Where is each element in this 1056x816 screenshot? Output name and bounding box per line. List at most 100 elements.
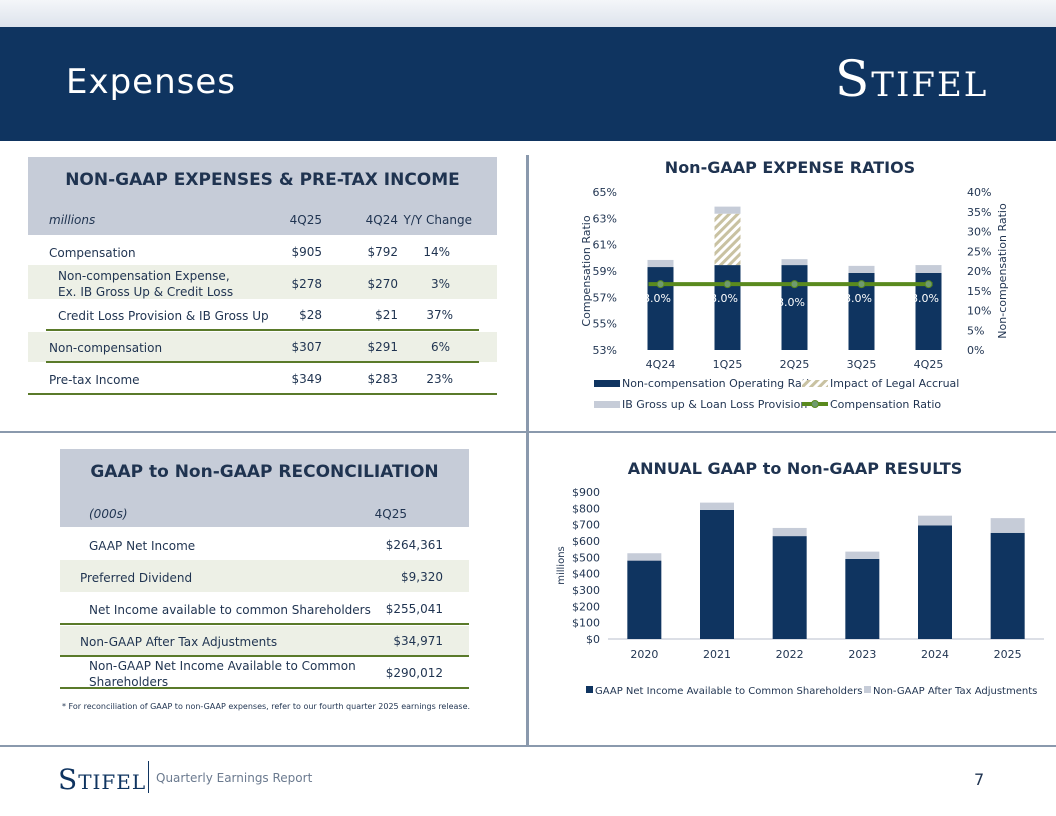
y-tick-label: $400 [572, 568, 600, 581]
bar-segment [845, 558, 880, 639]
comp-ratio-point [924, 280, 933, 289]
bar-segment [845, 551, 880, 559]
recon-subtotal-rule [60, 623, 469, 625]
footer-logo: STIFEL [58, 763, 146, 796]
expense-row-label: Compensation [49, 246, 136, 260]
data-label: 58.0% [904, 292, 939, 305]
legend-swatch [586, 686, 593, 693]
ratio-chart-title: Non-GAAP EXPENSE RATIOS [664, 158, 916, 177]
y-tick-label: $900 [572, 486, 600, 499]
vertical-divider [526, 155, 529, 745]
expense-cell: 6% [430, 340, 450, 354]
expense-cell: $278 [291, 277, 322, 291]
legend-label: Compensation Ratio [830, 398, 941, 411]
y-tick-label: $300 [572, 584, 600, 597]
bar-segment [918, 525, 952, 639]
bar-segment [714, 206, 741, 214]
x-tick-label: 2Q25 [780, 358, 810, 371]
recon-cell: $290,012 [385, 666, 443, 680]
bar-segment [647, 267, 674, 350]
data-label: 58.0% [636, 292, 671, 305]
y-tick-label: $200 [572, 600, 600, 613]
recon-total-rule [60, 655, 469, 657]
recon-row-label: Net Income available to common Sharehold… [89, 603, 371, 617]
bar-segment [990, 532, 1025, 639]
recon-row-label: GAAP Net Income [89, 539, 196, 553]
y2-tick-label: 0% [967, 344, 984, 357]
expense-cell: 37% [426, 308, 453, 322]
recon-unit-label: (000s) [89, 507, 128, 521]
comp-ratio-point [857, 280, 866, 289]
page-title: Expenses [66, 62, 236, 102]
recon-table-title: GAAP to Non-GAAP RECONCILIATION [90, 462, 439, 482]
footer-divider [0, 745, 1056, 747]
page-number: 7 [974, 770, 985, 789]
y2-tick-label: 5% [967, 324, 984, 337]
bar-segment [714, 213, 741, 266]
expense-row-label: Pre-tax Income [49, 373, 140, 387]
x-tick-label: 4Q24 [646, 358, 676, 371]
recon-col-4q25: 4Q25 [374, 507, 407, 521]
expense-row-bg [28, 265, 497, 299]
recon-row-label-line2: Shareholders [89, 675, 169, 689]
comp-ratio-point [656, 280, 665, 289]
data-label: 58.0% [703, 292, 738, 305]
expense-row-label-line2: Ex. IB Gross Up & Credit Loss [58, 285, 234, 299]
y-tick-label: 61% [593, 239, 617, 252]
recon-bottom-rule [60, 687, 469, 689]
data-label: 58.0% [770, 296, 805, 309]
bar-segment [700, 509, 734, 639]
footer-logo-cap: S [58, 763, 79, 796]
expense-table-header-bg [28, 157, 497, 235]
brand-logo-cap: S [835, 50, 872, 108]
bar-segment [990, 518, 1025, 533]
expense-cell: 14% [423, 245, 450, 259]
data-label: 58.0% [837, 292, 872, 305]
legend-label: Non-GAAP After Tax Adjustments [873, 686, 1037, 697]
recon-row-label: Non-GAAP Net Income Available to Common [89, 659, 356, 673]
recon-row-bg [60, 560, 469, 592]
bar-segment [627, 553, 662, 561]
x-tick-label: 2025 [994, 648, 1022, 661]
x-tick-label: 2023 [848, 648, 876, 661]
expense-cell: $905 [291, 245, 322, 259]
comp-ratio-point [723, 280, 732, 289]
recon-cell: $255,041 [385, 602, 443, 616]
brand-logo: STIFEL [835, 50, 988, 108]
y-tick-label: 53% [593, 344, 617, 357]
recon-row-label: Preferred Dividend [80, 571, 193, 585]
top-strip [0, 0, 1056, 27]
bar-segment [915, 265, 942, 273]
legend-label: Impact of Legal Accrual [830, 377, 959, 390]
recon-cell: $34,971 [393, 634, 443, 648]
expense-cell: $349 [291, 372, 322, 386]
bar-segment [781, 259, 808, 266]
expense-row-label: Credit Loss Provision & IB Gross Up [58, 309, 269, 323]
comp-ratio-point [790, 280, 799, 289]
y-axis-title: Compensation Ratio [580, 215, 593, 326]
y-tick-label: $600 [572, 535, 600, 548]
bar-segment [700, 502, 734, 510]
bar-segment [714, 265, 741, 350]
bar-segment [918, 515, 952, 526]
bar-segment [772, 527, 807, 537]
legend-label: Non-compensation Operating Ratio [622, 377, 816, 390]
y-tick-label: 59% [593, 265, 617, 278]
y-tick-label: $0 [586, 633, 600, 646]
y-tick-label: $700 [572, 519, 600, 532]
expense-cell: $270 [367, 277, 398, 291]
expense-cell: $792 [367, 245, 398, 259]
x-tick-label: 2020 [630, 648, 658, 661]
expense-row-label: Non-compensation Expense, [58, 269, 230, 283]
y-tick-label: 57% [593, 291, 617, 304]
y-tick-label: 63% [593, 212, 617, 225]
y-tick-label: 55% [593, 318, 617, 331]
bar-segment [647, 259, 674, 268]
y-tick-label: $100 [572, 617, 600, 630]
y2-tick-label: 20% [967, 265, 991, 278]
recon-cell: $264,361 [385, 538, 443, 552]
y2-tick-label: 25% [967, 245, 991, 258]
y2-tick-label: 15% [967, 285, 991, 298]
expense-total-rule [46, 361, 479, 363]
expense-bottom-rule [28, 393, 497, 395]
